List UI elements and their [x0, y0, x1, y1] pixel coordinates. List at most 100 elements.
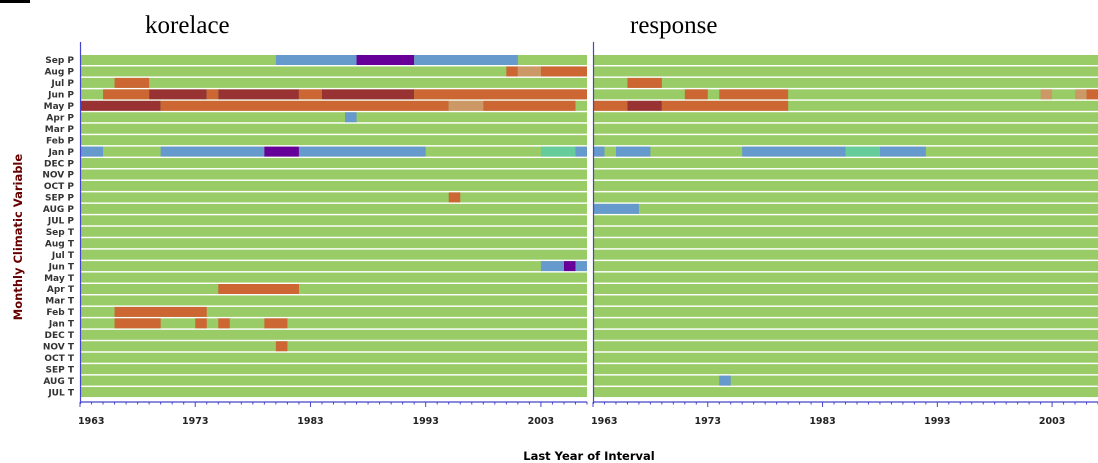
row-bar: [593, 203, 1098, 214]
y-axis-title: Monthly Climatic Variable: [11, 154, 25, 321]
row-bar: [593, 329, 1098, 340]
row-bar: [80, 169, 587, 180]
cell-segment: [615, 146, 651, 157]
x-tick-label: 2003: [1039, 416, 1065, 427]
row-label-aug-t: AUG T: [43, 377, 75, 387]
cell-segment: [160, 100, 449, 111]
cell-segment: [218, 89, 299, 100]
cell-segment: [540, 66, 587, 77]
row-bar: [80, 318, 587, 329]
row-label-jul-p: Jul P: [50, 79, 74, 89]
cell-segment: [575, 261, 587, 272]
row-bar: [593, 295, 1098, 306]
row-bar: [80, 215, 587, 226]
cell-segment: [218, 284, 299, 294]
x-tick-label: 1963: [591, 416, 617, 427]
panel-title: response: [630, 12, 717, 39]
row-bar: [80, 135, 587, 146]
row-bar: [593, 77, 1098, 88]
row-bar: [80, 261, 587, 272]
cell-segment: [275, 55, 357, 65]
cell-segment: [103, 89, 150, 100]
cell-segment: [483, 100, 576, 111]
row-label-may-p: May P: [44, 102, 75, 112]
cell-segment: [298, 146, 426, 157]
row-bar: [593, 318, 1098, 329]
row-label-dec-p: DEC P: [44, 159, 74, 169]
row-label-may-t: May T: [44, 274, 75, 284]
row-bar: [80, 387, 587, 398]
cell-segment: [149, 89, 207, 100]
cell-segment: [195, 318, 207, 329]
row-bar: [593, 261, 1098, 272]
row-bar: [80, 180, 587, 191]
row-bar: [80, 284, 587, 294]
cell-segment: [627, 100, 662, 111]
cell-segment: [414, 89, 587, 100]
row-bar: [593, 158, 1098, 169]
cell-segment: [264, 146, 299, 157]
row-bar: [80, 295, 587, 306]
row-bar: [80, 306, 587, 317]
row-bar: [593, 364, 1098, 375]
row-bar: [80, 329, 587, 340]
row-label-dec-t: DEC T: [45, 331, 75, 341]
x-tick-label: 1993: [412, 416, 438, 427]
row-label-jun-t: Jun T: [48, 262, 75, 272]
row-bar: [80, 249, 587, 260]
cell-segment: [627, 77, 662, 88]
row-label-feb-p: Feb P: [46, 136, 74, 146]
cell-segment: [345, 112, 357, 123]
row-bar: [80, 158, 587, 169]
cell-segment: [593, 100, 628, 111]
x-tick-label: 1973: [182, 416, 208, 427]
row-label-nov-p: NOV P: [42, 171, 74, 181]
row-label-apr-t: Apr T: [47, 285, 75, 295]
row-bar: [593, 66, 1098, 77]
x-tick-label: 1993: [924, 416, 950, 427]
row-bar: [593, 89, 1098, 100]
cell-segment: [321, 89, 415, 100]
row-label-aug-t: Aug T: [45, 239, 75, 249]
cell-segment: [684, 89, 708, 100]
row-label-sep-p: Sep P: [45, 56, 74, 66]
row-bar: [80, 364, 587, 375]
row-bar: [80, 352, 587, 363]
x-tick-label: 1973: [695, 416, 721, 427]
row-bar: [80, 272, 587, 283]
row-bar: [80, 77, 587, 88]
row-bar: [80, 341, 587, 352]
row-label-jan-p: Jan P: [47, 148, 74, 158]
row-bar: [593, 306, 1098, 317]
row-label-jun-p: Jun P: [47, 91, 74, 101]
cell-segment: [114, 77, 150, 88]
row-label-sep-t: Sep T: [46, 228, 75, 238]
row-label-mar-p: Mar P: [45, 125, 75, 135]
row-bar: [593, 375, 1098, 386]
panels: korelace 1963 1973 1983 1993 2003 response 1963…: [78, 12, 1098, 427]
row-bar: [593, 341, 1098, 352]
row-bar: [593, 192, 1098, 203]
x-tick-label: 2003: [528, 416, 554, 427]
row-bar: [593, 284, 1098, 294]
cell-segment: [114, 318, 161, 329]
panel-korelace: korelace 1963 1973 1983 1993 2003: [78, 12, 588, 427]
row-bar: [593, 272, 1098, 283]
cell-segment: [160, 146, 265, 157]
cell-segment: [275, 341, 288, 352]
row-label-jul-p: JUL P: [47, 217, 75, 227]
row-bar: [593, 215, 1098, 226]
cell-segment: [1040, 89, 1053, 100]
row-label-jul-t: JUL T: [47, 388, 75, 398]
row-bar: [80, 66, 587, 77]
row-bar: [593, 112, 1098, 123]
cell-segment: [593, 146, 605, 157]
row-bar: [80, 226, 587, 237]
row-bar: [80, 375, 587, 386]
row-bar: [593, 123, 1098, 134]
x-tick-label: 1963: [78, 416, 104, 427]
row-label-aug-p: Aug P: [44, 68, 74, 78]
cell-segment: [506, 66, 518, 77]
row-bar: [80, 112, 587, 123]
